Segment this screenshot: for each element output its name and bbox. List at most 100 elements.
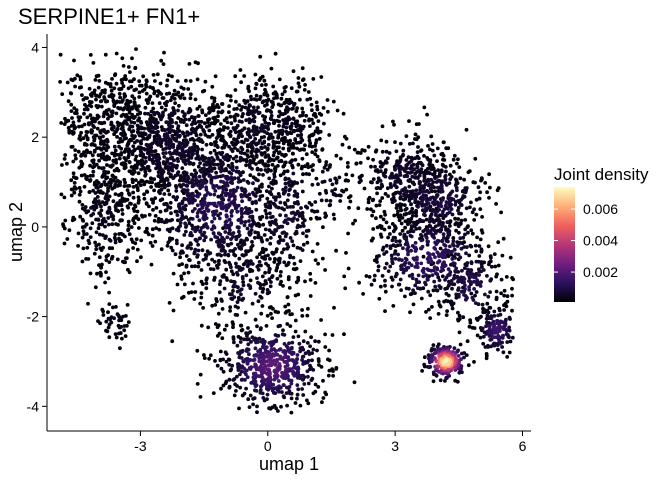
data-point [229, 237, 233, 242]
data-point [207, 201, 212, 206]
data-point [187, 62, 192, 66]
data-point [163, 184, 167, 188]
data-point [510, 335, 515, 340]
data-point [457, 241, 461, 246]
data-point [182, 271, 187, 276]
data-point [231, 325, 235, 330]
data-point [442, 299, 446, 304]
data-point [73, 76, 77, 81]
data-point [278, 103, 283, 108]
data-point [99, 204, 103, 209]
data-point [365, 207, 370, 211]
data-point [291, 171, 296, 176]
data-point [212, 216, 217, 221]
data-point [422, 154, 426, 158]
data-point [371, 197, 376, 202]
data-point [190, 223, 194, 228]
data-point [438, 246, 443, 251]
data-point [243, 378, 247, 382]
data-point [272, 96, 276, 101]
data-point [221, 187, 226, 192]
data-point [390, 222, 395, 226]
data-point [114, 160, 119, 165]
data-point [379, 164, 384, 169]
data-point [408, 219, 413, 224]
data-point [254, 155, 259, 159]
data-point [480, 265, 484, 269]
data-point [96, 85, 101, 90]
data-point [317, 363, 321, 367]
data-point [223, 181, 227, 186]
data-point [233, 253, 238, 258]
data-point [222, 125, 226, 129]
data-point [187, 180, 192, 185]
data-point [341, 111, 346, 116]
data-point [327, 348, 331, 353]
data-point [126, 320, 131, 324]
data-point [195, 214, 200, 219]
data-point [196, 264, 201, 269]
data-point [235, 384, 240, 388]
data-point [89, 130, 94, 135]
data-point [102, 111, 106, 116]
data-point [477, 244, 482, 248]
data-point [122, 177, 127, 182]
data-point [69, 124, 74, 128]
data-point [192, 168, 197, 173]
data-point [496, 313, 501, 318]
data-point [128, 115, 133, 120]
data-point [383, 212, 387, 217]
data-point [268, 222, 273, 227]
data-point [343, 178, 348, 183]
data-point [403, 242, 408, 247]
data-point [433, 224, 438, 229]
data-point [261, 222, 266, 227]
data-point [250, 243, 255, 248]
data-point [297, 341, 302, 346]
data-point [507, 325, 511, 330]
data-point [290, 340, 295, 345]
data-point [437, 208, 441, 212]
data-point [308, 278, 313, 282]
data-point [143, 155, 148, 160]
data-point [155, 94, 160, 98]
data-point [156, 155, 161, 160]
data-point [265, 313, 270, 318]
data-point [477, 269, 482, 274]
data-point [409, 248, 413, 253]
data-point [456, 217, 461, 221]
data-point [378, 232, 383, 237]
data-point [441, 209, 445, 214]
data-point [456, 292, 461, 297]
data-point [187, 258, 191, 262]
data-point [111, 93, 116, 98]
data-point [289, 396, 294, 401]
data-point [411, 229, 416, 234]
data-point [257, 160, 262, 165]
data-point [108, 84, 113, 89]
data-point [256, 299, 261, 304]
data-point [187, 160, 192, 165]
data-point [126, 267, 130, 272]
data-point [459, 202, 463, 207]
data-point [308, 96, 313, 101]
data-point [100, 166, 104, 171]
data-point [378, 284, 383, 289]
data-point [71, 171, 76, 176]
data-point [62, 157, 67, 161]
data-point [219, 137, 224, 142]
data-point [295, 369, 300, 374]
data-point [210, 133, 215, 137]
data-point [291, 243, 296, 248]
data-point [288, 205, 293, 209]
data-point [223, 260, 228, 265]
data-point [193, 115, 197, 120]
data-point [453, 252, 458, 256]
data-point [236, 362, 240, 367]
data-point [92, 207, 97, 212]
data-point [227, 217, 232, 222]
data-point [352, 147, 357, 152]
data-point [87, 86, 92, 91]
data-point [375, 180, 380, 185]
data-point [195, 77, 200, 82]
